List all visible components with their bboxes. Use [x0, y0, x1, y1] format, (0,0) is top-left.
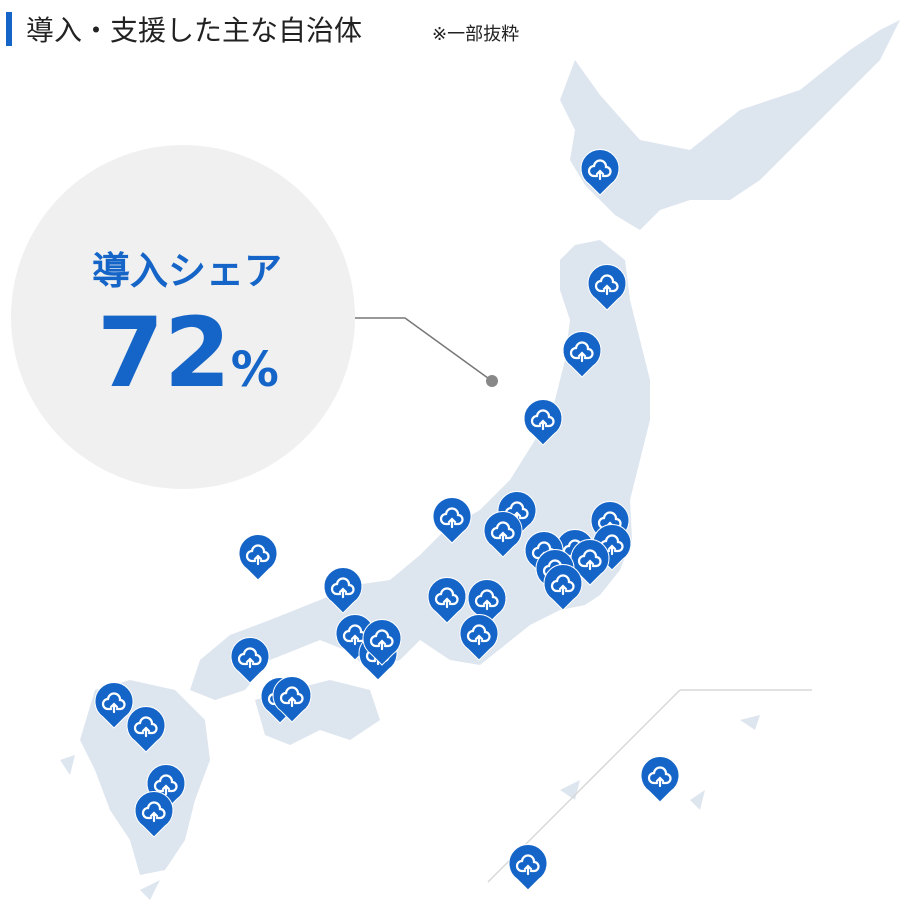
- pin: [230, 637, 270, 684]
- stat-value: 72: [97, 297, 231, 409]
- pin-icon: [594, 274, 619, 296]
- pin-icon: [330, 577, 355, 599]
- pin: [640, 756, 680, 803]
- stat-unit: %: [231, 342, 279, 398]
- pin-icon: [474, 589, 499, 611]
- pin-icon: [466, 624, 491, 646]
- title-note: ※一部抜粋: [432, 24, 519, 45]
- pin-icon: [587, 159, 612, 181]
- pins: [94, 149, 680, 891]
- stat-figure: 72%: [97, 297, 279, 409]
- pin-icon: [550, 574, 575, 596]
- pin-icon: [141, 801, 166, 823]
- pin: [483, 511, 523, 558]
- pin: [580, 149, 620, 196]
- pin-icon: [133, 716, 158, 738]
- pin: [508, 844, 548, 891]
- title: 導入・支援した主な自治体: [26, 14, 362, 47]
- kyushu: [80, 680, 210, 875]
- pin-icon: [647, 766, 672, 788]
- pin-icon: [577, 549, 602, 571]
- pin: [126, 706, 166, 753]
- pin: [587, 264, 627, 311]
- pin: [323, 567, 363, 614]
- callout-dot: [486, 375, 498, 387]
- pin: [427, 577, 467, 624]
- pin: [523, 399, 563, 446]
- pin-icon: [237, 647, 262, 669]
- pin-icon: [439, 507, 464, 529]
- pin-icon: [569, 341, 594, 363]
- stat-circle: [11, 145, 355, 489]
- title-bar: [6, 12, 12, 46]
- pin-icon: [369, 629, 394, 651]
- pin: [432, 497, 472, 544]
- pin-icon: [101, 692, 126, 714]
- pin-icon: [153, 774, 178, 796]
- pin: [562, 331, 602, 378]
- stat-label: 導入シェア: [92, 249, 282, 293]
- pin: [238, 534, 278, 581]
- pin-icon: [515, 854, 540, 876]
- pin-icon: [490, 521, 515, 543]
- pin-icon: [279, 686, 304, 708]
- pin: [543, 564, 583, 611]
- pin: [467, 579, 507, 626]
- callout-line: [355, 317, 493, 382]
- pin: [272, 676, 312, 723]
- pin: [459, 614, 499, 661]
- pin: [94, 682, 134, 729]
- pin: [362, 619, 402, 666]
- pin-icon: [245, 544, 270, 566]
- pin-icon: [434, 587, 459, 609]
- pin-icon: [530, 409, 555, 431]
- pin: [134, 791, 174, 838]
- hokkaido: [560, 20, 900, 230]
- honshu: [190, 240, 650, 700]
